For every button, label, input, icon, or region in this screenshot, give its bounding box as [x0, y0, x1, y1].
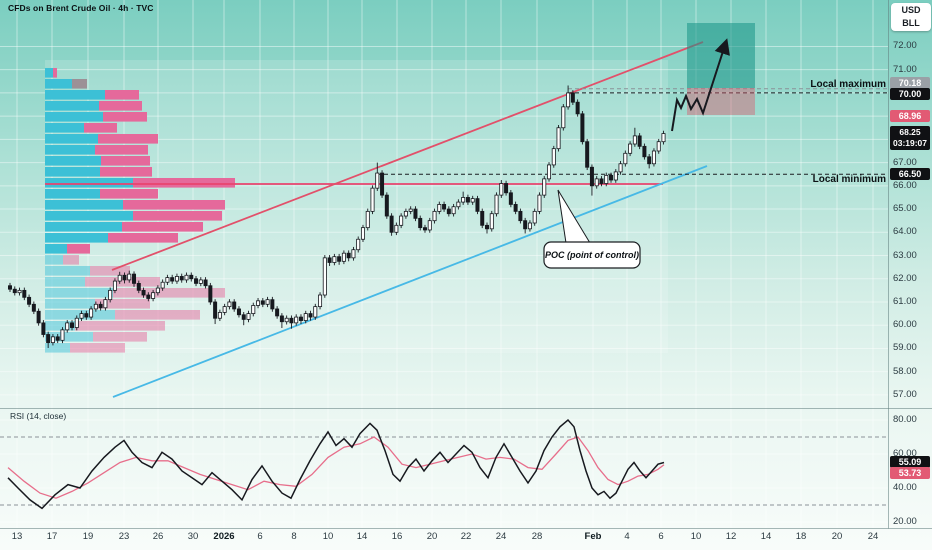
currency-unit-switcher[interactable]: USD BLL	[891, 3, 931, 31]
currency-button[interactable]: USD	[901, 5, 921, 15]
time-tick-10: 10	[690, 531, 702, 542]
rsi-tick-60.00: 60.00	[893, 448, 917, 459]
price-tick-72.00: 72.00	[893, 40, 917, 52]
price-badge-70.18: 70.18	[890, 76, 930, 89]
time-tick-20: 20	[831, 531, 843, 542]
price-tick-64.00: 64.00	[893, 226, 917, 238]
time-tick-6: 6	[257, 531, 263, 542]
local-maximum-label: Local maximum	[810, 79, 886, 90]
candles-layer	[7, 85, 666, 348]
time-tick-26: 26	[152, 531, 164, 542]
price-badge-55.09: 55.09	[890, 456, 930, 468]
time-tick-18: 18	[795, 531, 807, 542]
price-tick-71.00: 71.00	[893, 63, 917, 75]
time-tick-Feb: Feb	[584, 531, 602, 542]
time-tick-30: 30	[187, 531, 199, 542]
volume-profile-layer	[45, 68, 663, 353]
trendlines-layer	[111, 41, 708, 398]
time-tick-14: 14	[760, 531, 772, 542]
poc-callout-shape	[543, 189, 641, 269]
time-tick-20: 20	[426, 531, 438, 542]
time-tick-13: 13	[11, 531, 23, 542]
red-ascending	[111, 41, 704, 271]
price-tick-61.00: 61.00	[893, 295, 917, 307]
time-tick-16: 16	[391, 531, 403, 542]
price-badge-68.96: 68.96	[890, 110, 930, 122]
time-tick-19: 19	[82, 531, 94, 542]
price-tick-60.00: 60.00	[893, 319, 917, 331]
rsi-tick-40.00: 40.00	[893, 482, 917, 493]
price-tick-62.00: 62.00	[893, 272, 917, 284]
rsi-main-line	[7, 418, 665, 510]
projection-arrow[interactable]	[671, 38, 730, 132]
rsi-layer	[0, 418, 888, 510]
time-tick-28: 28	[531, 531, 543, 542]
price-tick-67.00: 67.00	[893, 156, 917, 168]
dashed-lines-layer	[377, 88, 888, 175]
time-tick-2026: 2026	[213, 531, 235, 542]
time-tick-23: 23	[118, 531, 130, 542]
time-tick-14: 14	[356, 531, 368, 542]
price-tick-58.00: 58.00	[893, 365, 917, 377]
cyan-ascending	[112, 165, 708, 398]
time-tick-24: 24	[867, 531, 879, 542]
local-minimum-label: Local minimum	[812, 174, 886, 185]
time-tick-4: 4	[624, 531, 630, 542]
time-tick-8: 8	[291, 531, 297, 542]
price-tick-63.00: 63.00	[893, 249, 917, 261]
poc-callout[interactable]: POC (point of control)	[545, 250, 639, 260]
price-tick-66.00: 66.00	[893, 179, 917, 191]
price-badge-70.00: 70.00	[890, 88, 930, 100]
symbol-title[interactable]: CFDs on Brent Crude Oil · 4h · TVC	[8, 3, 154, 13]
price-badge-66.50: 66.50	[890, 168, 930, 180]
time-tick-12: 12	[725, 531, 737, 542]
unit-button[interactable]: BLL	[902, 18, 920, 28]
time-tick-10: 10	[322, 531, 334, 542]
price-badge-53.73: 53.73	[890, 467, 930, 479]
time-tick-6: 6	[658, 531, 664, 542]
rsi-legend[interactable]: RSI (14, close)	[10, 411, 67, 421]
rsi-tick-20.00: 20.00	[893, 516, 917, 527]
time-tick-17: 17	[46, 531, 58, 542]
projection-layer	[671, 23, 755, 132]
separators-layer	[0, 0, 932, 529]
time-tick-22: 22	[460, 531, 472, 542]
price-tick-59.00: 59.00	[893, 342, 917, 354]
price-tick-65.00: 65.00	[893, 203, 917, 215]
price-badge-68.25: 68.25 03:19:07	[890, 126, 930, 150]
time-tick-24: 24	[495, 531, 507, 542]
price-tick-57.00: 57.00	[893, 388, 917, 400]
rsi-tick-80.00: 80.00	[893, 414, 917, 425]
